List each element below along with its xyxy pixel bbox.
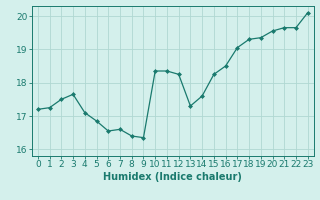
X-axis label: Humidex (Indice chaleur): Humidex (Indice chaleur) xyxy=(103,172,242,182)
